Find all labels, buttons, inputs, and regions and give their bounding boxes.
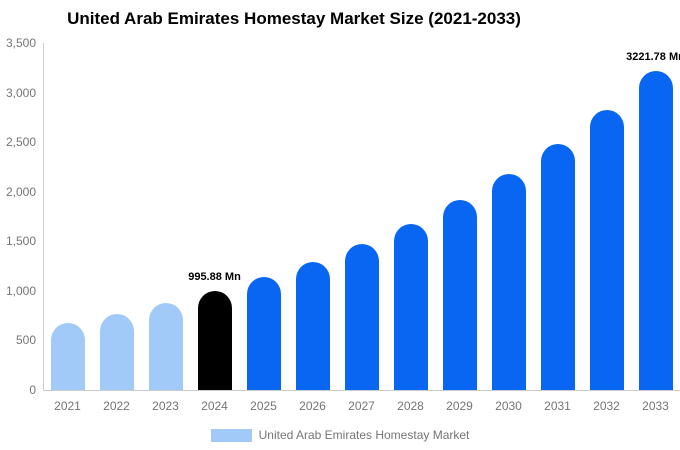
- x-tick-label-2021: 2021: [54, 399, 81, 413]
- bar-2029[interactable]: [442, 200, 477, 390]
- y-tick-label: 500: [15, 333, 36, 348]
- y-tick-label: 2,500: [5, 135, 36, 150]
- legend-swatch: [210, 428, 252, 442]
- x-tick-label-2024: 2024: [201, 399, 228, 413]
- y-tick-label: 1,500: [5, 234, 36, 249]
- bar-2030[interactable]: [491, 173, 526, 390]
- bar-2031[interactable]: [540, 143, 575, 390]
- bar-2033[interactable]: [638, 70, 673, 390]
- bar-2028[interactable]: [393, 223, 428, 390]
- y-tick-label: 3,500: [5, 36, 36, 50]
- chart-title: United Arab Emirates Homestay Market Siz…: [67, 9, 521, 28]
- x-tick-label-2030: 2030: [495, 399, 522, 413]
- y-tick-label: 2,000: [5, 184, 36, 199]
- bar-2027[interactable]: [344, 243, 379, 390]
- x-tick-label-2033: 2033: [642, 399, 669, 413]
- x-tick-label-2027: 2027: [348, 399, 375, 413]
- y-axis-line: [43, 43, 44, 390]
- x-tick-label-2026: 2026: [299, 399, 326, 413]
- x-tick-label-2025: 2025: [250, 399, 277, 413]
- legend[interactable]: United Arab Emirates Homestay Market: [0, 428, 680, 442]
- bar-2025[interactable]: [246, 277, 281, 390]
- x-tick-label-2029: 2029: [446, 399, 473, 413]
- bar-2022[interactable]: [99, 313, 134, 390]
- bar-value-annotation: 995.88 Mn: [188, 271, 241, 284]
- bar-2032[interactable]: [589, 109, 624, 390]
- bar-2026[interactable]: [295, 261, 330, 390]
- y-tick-label: 1,000: [5, 283, 36, 298]
- x-tick-label-2022: 2022: [103, 399, 130, 413]
- bar-2021[interactable]: [50, 323, 85, 390]
- y-tick-label: 0: [29, 383, 36, 397]
- y-tick-label: 3,000: [5, 85, 36, 100]
- x-tick-label-2032: 2032: [593, 399, 620, 413]
- bar-value-annotation: 3221.78 Mn: [626, 50, 680, 63]
- x-tick-label-2028: 2028: [397, 399, 424, 413]
- x-axis-line: [43, 390, 680, 391]
- x-tick-label-2031: 2031: [544, 399, 571, 413]
- bar-2024[interactable]: [197, 291, 232, 390]
- x-tick-label-2023: 2023: [152, 399, 179, 413]
- bar-2023[interactable]: [148, 303, 183, 390]
- legend-label: United Arab Emirates Homestay Market: [258, 428, 470, 442]
